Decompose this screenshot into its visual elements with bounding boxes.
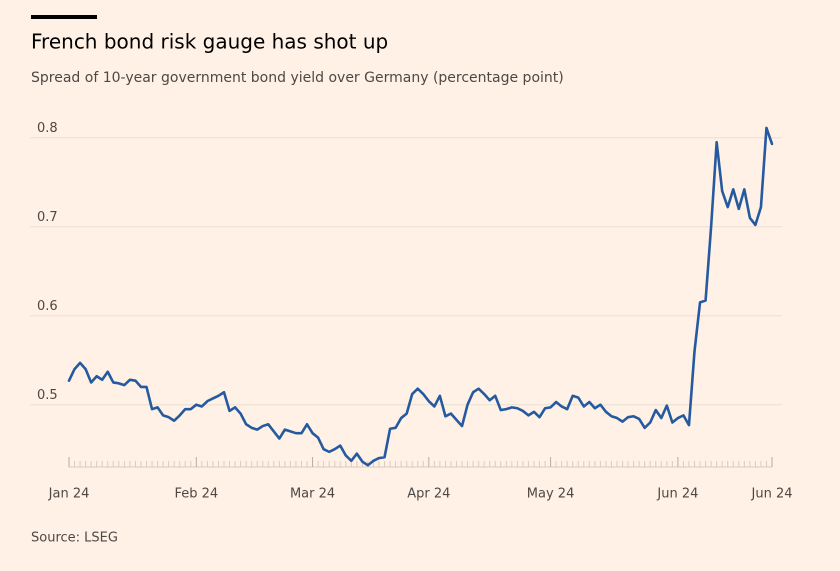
- y-tick-label: 0.8: [37, 121, 58, 136]
- x-tick-label: Mar 24: [290, 487, 335, 502]
- y-tick-label: 0.7: [37, 210, 58, 225]
- chart-subtitle: Spread of 10-year government bond yield …: [31, 70, 564, 86]
- y-tick-label: 0.5: [37, 388, 58, 403]
- x-tick-label: Feb 24: [174, 487, 218, 502]
- title-bar: [31, 15, 97, 19]
- chart-title: French bond risk gauge has shot up: [31, 30, 388, 54]
- x-tick-label: Jun 24: [656, 487, 698, 502]
- x-tick-label: Jun 24: [751, 487, 793, 502]
- source: Source: LSEG: [31, 531, 118, 546]
- line: [67, 126, 774, 467]
- x-tick-label: Apr 24: [407, 487, 450, 502]
- x-tick-label: Jan 24: [48, 487, 90, 502]
- x-tick-label: May 24: [527, 487, 575, 502]
- y-tick-label: 0.6: [37, 299, 58, 314]
